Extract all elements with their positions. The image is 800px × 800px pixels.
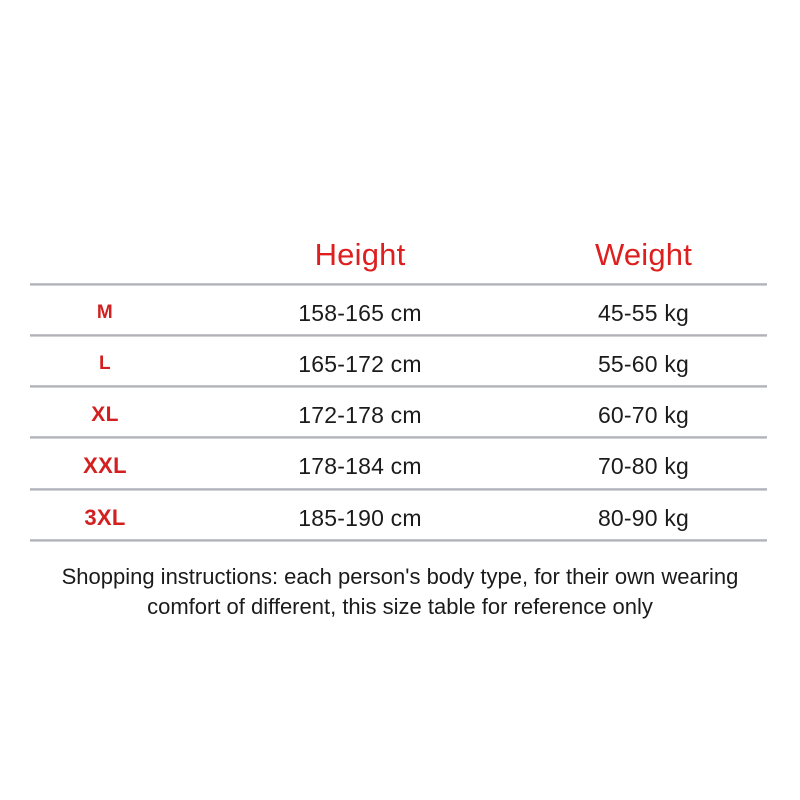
table-rule bbox=[30, 283, 767, 286]
row-weight-cell: 60-70 kg bbox=[520, 389, 767, 441]
row-height-value: 158-165 cm bbox=[298, 299, 422, 326]
row-weight-cell: 80-90 kg bbox=[520, 492, 767, 544]
row-height-cell: 178-184 cm bbox=[210, 440, 510, 492]
row-height-value: 178-184 cm bbox=[298, 452, 422, 479]
column-header-weight-label: Weight bbox=[594, 237, 693, 272]
row-size-label: L bbox=[99, 353, 111, 374]
row-weight-cell: 70-80 kg bbox=[520, 440, 767, 492]
table-row: XXL 178-184 cm 70-80 kg bbox=[30, 440, 767, 492]
table-row: 3XL 185-190 cm 80-90 kg bbox=[30, 492, 767, 544]
shopping-instructions-note: Shopping instructions: each person's bod… bbox=[30, 562, 770, 622]
row-height-cell: 185-190 cm bbox=[210, 492, 510, 544]
table-rule bbox=[30, 385, 767, 388]
row-size-label: M bbox=[96, 302, 114, 323]
table-rule bbox=[30, 436, 767, 439]
row-height-cell: 172-178 cm bbox=[210, 389, 510, 441]
table-rule bbox=[30, 334, 767, 337]
row-size-label: XXL bbox=[83, 453, 127, 478]
row-size-cell: 3XL bbox=[30, 492, 180, 544]
row-size-label: 3XL bbox=[84, 505, 126, 530]
row-height-value: 165-172 cm bbox=[298, 350, 422, 377]
row-weight-value: 55-60 kg bbox=[597, 350, 690, 377]
column-header-height: Height bbox=[210, 235, 510, 275]
table-row: L 165-172 cm 55-60 kg bbox=[30, 338, 767, 390]
row-size-label: XL bbox=[91, 403, 119, 426]
column-header-height-label: Height bbox=[314, 237, 406, 272]
row-weight-cell: 55-60 kg bbox=[520, 338, 767, 390]
table-row: M 158-165 cm 45-55 kg bbox=[30, 287, 767, 339]
row-size-cell: M bbox=[30, 287, 180, 339]
row-height-cell: 158-165 cm bbox=[210, 287, 510, 339]
row-height-value: 172-178 cm bbox=[298, 401, 422, 428]
column-header-weight: Weight bbox=[520, 235, 767, 275]
row-size-cell: XL bbox=[30, 389, 180, 441]
row-weight-value: 70-80 kg bbox=[597, 452, 690, 479]
row-height-cell: 165-172 cm bbox=[210, 338, 510, 390]
table-rule bbox=[30, 488, 767, 491]
row-weight-value: 80-90 kg bbox=[597, 504, 690, 531]
row-weight-value: 60-70 kg bbox=[597, 401, 690, 428]
shopping-instructions-line-2: comfort of different, this size table fo… bbox=[147, 594, 653, 619]
table-row: XL 172-178 cm 60-70 kg bbox=[30, 389, 767, 441]
row-weight-value: 45-55 kg bbox=[597, 299, 690, 326]
table-rule bbox=[30, 539, 767, 542]
row-height-value: 185-190 cm bbox=[298, 504, 422, 531]
row-weight-cell: 45-55 kg bbox=[520, 287, 767, 339]
table-header-row: Height Weight bbox=[30, 235, 767, 283]
row-size-cell: L bbox=[30, 338, 180, 390]
row-size-cell: XXL bbox=[30, 440, 180, 492]
shopping-instructions-line-1: Shopping instructions: each person's bod… bbox=[61, 564, 739, 589]
